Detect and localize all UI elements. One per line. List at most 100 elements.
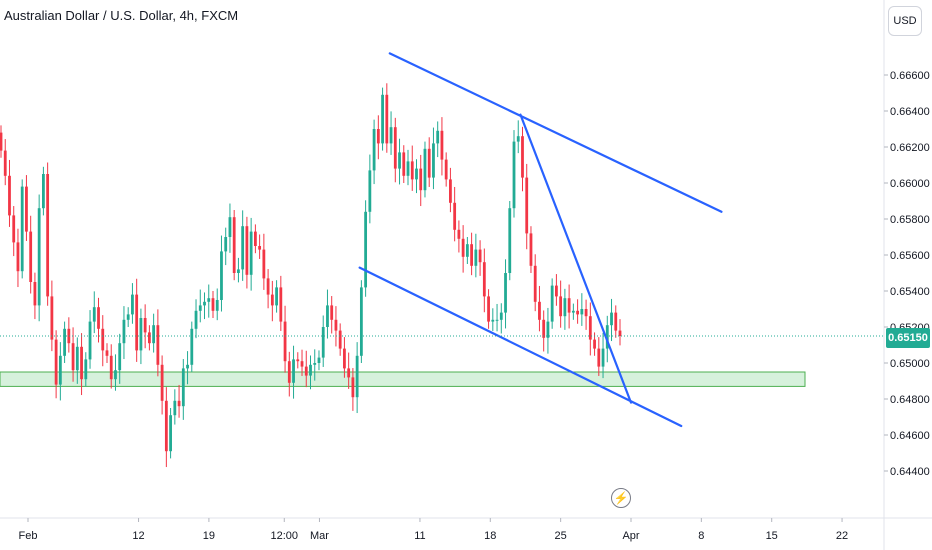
candle-body bbox=[504, 273, 507, 313]
candle-body bbox=[618, 330, 622, 336]
candle-body bbox=[317, 357, 321, 363]
candle-body bbox=[67, 328, 71, 344]
candle-body bbox=[3, 150, 7, 176]
candle-body bbox=[58, 355, 62, 385]
y-tick-label: 0.66200 bbox=[890, 142, 930, 154]
candle-body bbox=[46, 174, 50, 297]
candle-body bbox=[372, 129, 376, 171]
y-tick-label: 0.65600 bbox=[890, 250, 930, 262]
candle-body bbox=[16, 242, 20, 272]
candle-body bbox=[147, 332, 151, 344]
candle-body bbox=[296, 359, 300, 362]
candle-body bbox=[313, 363, 317, 365]
candle-body bbox=[343, 348, 346, 369]
candle-body bbox=[415, 168, 418, 180]
candle-body bbox=[461, 238, 465, 257]
candle-body bbox=[126, 314, 130, 320]
candle-body bbox=[249, 231, 253, 275]
candle-body bbox=[139, 318, 143, 351]
candle-body bbox=[465, 244, 469, 257]
candle-body bbox=[228, 217, 232, 237]
candle-body bbox=[135, 294, 139, 351]
candle-body bbox=[109, 355, 113, 380]
x-tick-label: 8 bbox=[698, 530, 704, 542]
candle-body bbox=[584, 309, 588, 317]
x-tick-label: 25 bbox=[555, 530, 567, 542]
candle-body bbox=[118, 343, 122, 371]
candle-body bbox=[25, 186, 28, 232]
candle-body bbox=[567, 298, 571, 313]
candle-body bbox=[474, 249, 478, 266]
candle-body bbox=[610, 312, 613, 326]
x-tick-label: 12:00 bbox=[271, 530, 299, 542]
y-tick-label: 0.66400 bbox=[890, 106, 930, 118]
candle-body bbox=[97, 307, 100, 329]
candle-body bbox=[351, 377, 355, 398]
candle-body bbox=[521, 136, 524, 178]
trendline-wedge bbox=[519, 113, 633, 404]
candle-body bbox=[258, 246, 262, 250]
candle-body bbox=[563, 298, 567, 317]
candle-body bbox=[173, 400, 177, 416]
candle-body bbox=[309, 364, 312, 376]
candle-body bbox=[152, 325, 156, 344]
candle-body bbox=[253, 231, 257, 246]
candle-body bbox=[355, 355, 359, 398]
candle-body bbox=[304, 366, 308, 376]
candle-body bbox=[181, 368, 185, 407]
candle-body bbox=[84, 359, 88, 380]
x-tick-label: 22 bbox=[836, 530, 848, 542]
candle-body bbox=[275, 287, 278, 306]
candle-body bbox=[326, 305, 329, 327]
candle-body bbox=[338, 330, 342, 349]
candle-body bbox=[440, 130, 444, 160]
candle-body bbox=[432, 143, 435, 178]
candle-body bbox=[538, 301, 541, 320]
currency-button[interactable]: USD bbox=[888, 6, 922, 36]
candle-body bbox=[449, 179, 452, 203]
candle-body bbox=[266, 278, 270, 295]
candle-body bbox=[92, 307, 96, 322]
x-tick-label: 15 bbox=[766, 530, 778, 542]
candle-body bbox=[105, 350, 109, 356]
candle-body bbox=[262, 249, 266, 279]
candle-body bbox=[177, 400, 181, 407]
candle-body bbox=[0, 132, 3, 151]
candle-body bbox=[224, 237, 228, 252]
candle-body bbox=[542, 319, 546, 338]
candle-body bbox=[270, 294, 274, 306]
candle-body bbox=[160, 364, 164, 401]
candle-body bbox=[588, 316, 592, 340]
candle-body bbox=[550, 285, 554, 322]
candle-body bbox=[194, 310, 198, 329]
candle-body bbox=[283, 321, 287, 362]
candle-body bbox=[436, 130, 440, 144]
candle-body bbox=[237, 269, 240, 273]
candle-body bbox=[279, 287, 283, 322]
candle-body bbox=[423, 148, 427, 191]
y-tick-label: 0.64600 bbox=[890, 430, 930, 442]
y-tick-label: 0.64800 bbox=[890, 394, 930, 406]
candle-body bbox=[190, 328, 194, 365]
candle-body bbox=[321, 327, 325, 358]
candle-body bbox=[41, 174, 45, 209]
candle-body bbox=[245, 226, 249, 275]
x-tick-label: 11 bbox=[414, 530, 425, 542]
x-tick-label: 19 bbox=[203, 530, 215, 542]
candle-body bbox=[419, 168, 423, 191]
candle-body bbox=[364, 211, 368, 288]
y-tick-label: 0.65800 bbox=[890, 214, 930, 226]
candle-body bbox=[143, 318, 147, 333]
candle-body bbox=[605, 325, 609, 349]
candle-body bbox=[597, 348, 601, 367]
candle-body bbox=[393, 127, 397, 169]
candles-layer bbox=[0, 83, 622, 468]
candle-body bbox=[330, 305, 334, 320]
candle-body bbox=[406, 161, 410, 176]
candle-body bbox=[385, 94, 389, 144]
y-tick-label: 0.65400 bbox=[890, 286, 930, 298]
candle-body bbox=[88, 321, 92, 360]
lightning-bolt-icon[interactable]: ⚡ bbox=[611, 488, 631, 508]
